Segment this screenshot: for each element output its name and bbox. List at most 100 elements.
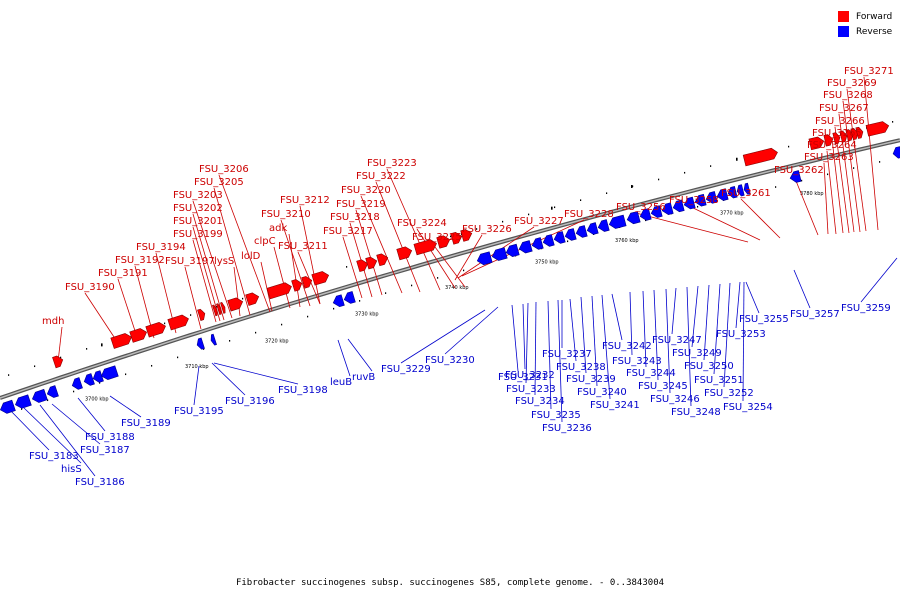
forward-gene-arrow[interactable]	[110, 332, 133, 349]
gene-label[interactable]: FSU_3198	[278, 385, 328, 396]
forward-gene-arrow[interactable]	[311, 270, 330, 286]
forward-gene-arrow[interactable]	[450, 231, 464, 245]
forward-gene-arrow[interactable]	[197, 308, 206, 321]
gene-label[interactable]: FSU_3249	[672, 348, 722, 359]
reverse-gene-arrow[interactable]	[727, 186, 738, 199]
gene-label[interactable]: FSU_3183	[29, 451, 79, 462]
gene-label[interactable]: FSU_3187	[80, 445, 130, 456]
reverse-gene-arrow[interactable]	[343, 291, 356, 304]
reverse-gene-arrow[interactable]	[531, 237, 544, 251]
forward-gene-arrow[interactable]	[356, 258, 370, 273]
reverse-gene-arrow[interactable]	[694, 193, 707, 207]
forward-gene-arrow[interactable]	[832, 132, 841, 145]
forward-gene-arrow[interactable]	[460, 228, 474, 242]
reverse-gene-arrow[interactable]	[892, 146, 900, 160]
forward-gene-arrow[interactable]	[227, 296, 245, 312]
reverse-gene-arrow[interactable]	[83, 373, 95, 387]
reverse-gene-arrow[interactable]	[209, 333, 217, 346]
reverse-gene-arrow[interactable]	[716, 188, 729, 202]
forward-gene-arrow[interactable]	[212, 304, 218, 317]
gene-label[interactable]: FSU_3211	[278, 241, 328, 252]
forward-gene-arrow[interactable]	[52, 355, 64, 369]
forward-gene-arrow[interactable]	[145, 321, 167, 338]
gene-label[interactable]: FSU_3240	[577, 387, 627, 398]
forward-gene-arrow[interactable]	[823, 134, 834, 147]
gene-label[interactable]: FSU_3194	[136, 242, 186, 253]
gene-label[interactable]: FSU_3223	[367, 158, 417, 169]
gene-label[interactable]: FSU_3268	[823, 90, 873, 101]
gene-label[interactable]: FSU_3186	[75, 477, 125, 488]
gene-label[interactable]: FSU_3250	[684, 361, 734, 372]
reverse-gene-arrow[interactable]	[92, 370, 104, 384]
reverse-gene-arrow[interactable]	[626, 211, 641, 225]
gene-label[interactable]: FSU_3264	[807, 140, 857, 151]
reverse-gene-arrow[interactable]	[672, 199, 685, 213]
reverse-gene-arrow[interactable]	[683, 196, 696, 210]
gene-label[interactable]: FSU_3229	[381, 364, 431, 375]
gene-label[interactable]: FSU_3265	[812, 128, 862, 139]
gene-label[interactable]: FSU_3261	[721, 188, 771, 199]
gene-label[interactable]: FSU_3231	[498, 372, 548, 383]
gene-label[interactable]: FSU_3192	[115, 255, 165, 266]
gene-label[interactable]: FSU_3203	[173, 190, 223, 201]
gene-label[interactable]: FSU_3218	[330, 212, 380, 223]
forward-gene-arrow[interactable]	[266, 281, 293, 300]
reverse-gene-arrow[interactable]	[743, 182, 751, 195]
gene-label[interactable]: FSU_3254	[723, 402, 773, 413]
gene-label[interactable]: FSU_3266	[815, 116, 865, 127]
gene-label[interactable]: FSU_3271	[844, 66, 894, 77]
gene-label[interactable]: FSU_3258	[669, 195, 719, 206]
gene-label[interactable]: FSU_3232	[505, 370, 555, 381]
gene-label[interactable]: FSU_3233	[506, 384, 556, 395]
reverse-gene-arrow[interactable]	[518, 240, 533, 255]
reverse-gene-arrow[interactable]	[586, 222, 599, 236]
gene-label[interactable]: FSU_3255	[739, 314, 789, 325]
reverse-gene-arrow[interactable]	[639, 208, 652, 221]
gene-label[interactable]: FSU_3248	[671, 407, 721, 418]
gene-label[interactable]: FSU_3262	[774, 165, 824, 176]
reverse-gene-arrow[interactable]	[476, 251, 493, 266]
gene-label[interactable]: FSU_3243	[612, 356, 662, 367]
reverse-gene-arrow[interactable]	[597, 219, 610, 233]
reverse-gene-arrow[interactable]	[564, 228, 577, 241]
gene-label[interactable]: FSU_3219	[336, 199, 386, 210]
forward-gene-arrow[interactable]	[436, 234, 452, 249]
gene-label[interactable]: FSU_3251	[694, 375, 744, 386]
forward-gene-arrow[interactable]	[167, 313, 190, 331]
gene-label[interactable]: FSU_3246	[650, 394, 700, 405]
gene-label[interactable]: FSU_3228	[564, 209, 614, 220]
gene-label[interactable]: FSU_3226	[462, 224, 512, 235]
gene-label[interactable]: FSU_3201	[173, 216, 223, 227]
gene-label[interactable]: FSU_3252	[704, 388, 754, 399]
gene-label[interactable]: FSU_3227	[514, 216, 564, 227]
forward-gene-arrow[interactable]	[839, 130, 848, 143]
gene-label[interactable]: FSU_3242	[602, 341, 652, 352]
gene-label[interactable]: FSU_3239	[566, 374, 616, 385]
gene-label[interactable]: FSU_3245	[638, 381, 688, 392]
gene-arrows[interactable]	[0, 120, 900, 415]
gene-label[interactable]: adk	[269, 223, 287, 234]
reverse-gene-arrow[interactable]	[608, 214, 627, 230]
forward-gene-arrow[interactable]	[396, 245, 414, 261]
reverse-gene-arrow[interactable]	[31, 388, 48, 404]
gene-label[interactable]: leuB	[330, 377, 352, 388]
forward-gene-arrow[interactable]	[855, 126, 864, 139]
reverse-gene-arrow[interactable]	[332, 294, 345, 308]
reverse-gene-arrow[interactable]	[575, 225, 588, 239]
forward-gene-arrow[interactable]	[216, 303, 222, 315]
gene-label[interactable]: FSU_3237	[542, 349, 592, 360]
gene-label[interactable]: ruvB	[352, 372, 375, 383]
gene-label[interactable]: FSU_3206	[199, 164, 249, 175]
gene-label[interactable]: FSU_3259	[841, 303, 891, 314]
gene-label[interactable]: FSU_3220	[341, 185, 391, 196]
gene-label[interactable]: FSU_3225	[412, 232, 462, 243]
gene-label[interactable]: FSU_3197	[165, 256, 215, 267]
gene-label[interactable]: FSU_3269	[827, 78, 877, 89]
gene-label[interactable]: FSU_3222	[356, 171, 406, 182]
gene-label[interactable]: mdh	[42, 316, 64, 327]
gene-label[interactable]: clpC	[254, 236, 276, 247]
gene-label[interactable]: lysS	[214, 256, 234, 267]
gene-label[interactable]: FSU_3238	[556, 362, 606, 373]
gene-label[interactable]: FSU_3212	[280, 195, 330, 206]
gene-label[interactable]: FSU_3195	[174, 406, 224, 417]
